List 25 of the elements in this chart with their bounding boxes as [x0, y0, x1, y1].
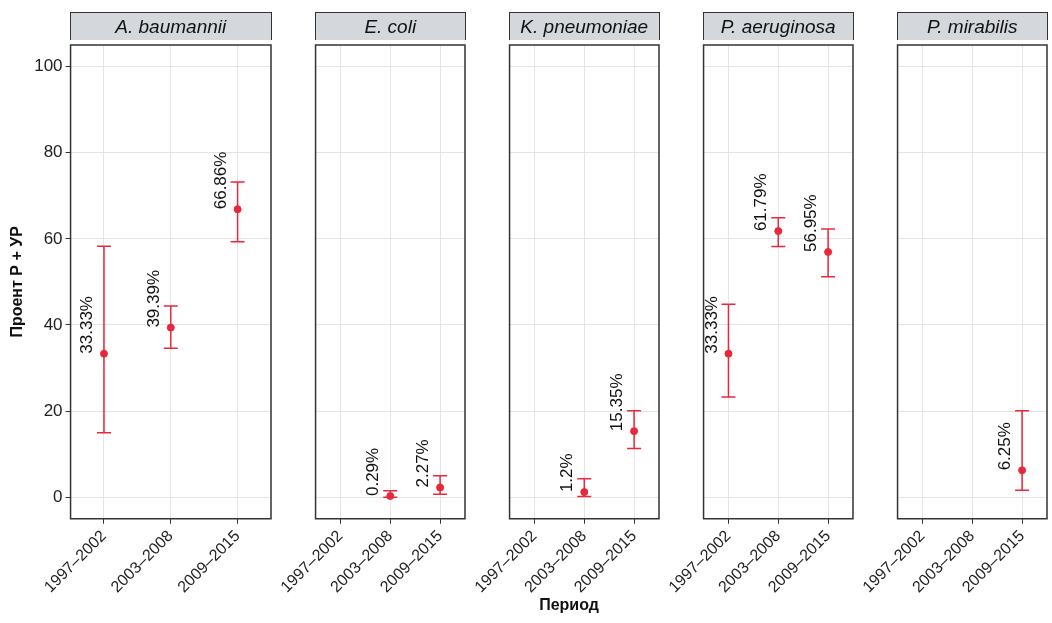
y-tick-label: 40 [43, 314, 63, 334]
data-label: 1.2% [557, 453, 577, 493]
data-label: 33.33% [77, 296, 97, 354]
data-label: 0.29% [363, 447, 383, 497]
data-label: 33.33% [701, 296, 721, 354]
y-axis-title: Проент Р + УР [8, 225, 26, 338]
chart-title: K. pneumoniae [508, 12, 660, 40]
y-tick-label: 80 [43, 142, 63, 162]
chart-title: P. mirabilis [896, 12, 1048, 40]
y-tick-label: 60 [43, 228, 63, 248]
data-label: 56.95% [801, 194, 821, 252]
chart-title: A. baumannii [69, 12, 272, 40]
data-label: 66.86% [210, 151, 230, 210]
point [233, 205, 242, 214]
chart-title: E. coli [314, 12, 466, 40]
y-tick-label: 20 [43, 400, 63, 420]
chart-title: P. aeruginosa [702, 12, 854, 40]
x-axis-title: Период [538, 596, 600, 614]
data-label: 6.25% [995, 422, 1015, 471]
data-label: 2.27% [413, 439, 433, 488]
y-tick-label: 0 [53, 486, 63, 506]
y-tick-label: 100 [34, 56, 63, 76]
data-label: 39.39% [143, 269, 163, 328]
data-label: 61.79% [751, 173, 771, 232]
data-label: 15.35% [607, 373, 627, 432]
